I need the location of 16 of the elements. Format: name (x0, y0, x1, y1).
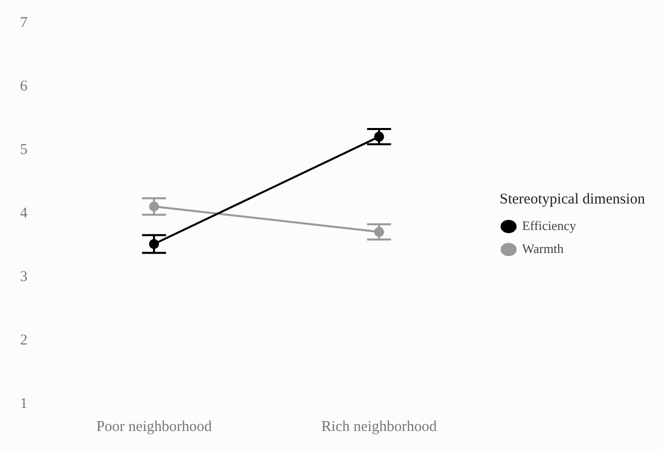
point (374, 226, 384, 237)
legend-title: Stereotypical dimension (500, 191, 646, 208)
y-tick-label: 2 (20, 332, 28, 348)
point (149, 238, 160, 249)
y-tick-label: 6 (20, 78, 28, 94)
point (149, 202, 160, 212)
y-tick-label: 1 (20, 396, 28, 412)
y-tick-label: 7 (20, 14, 28, 31)
y-tick-label: 4 (20, 205, 28, 222)
y-tick-label: 3 (20, 268, 28, 285)
point (374, 132, 384, 142)
x-tick-label: Poor neighborhood (96, 418, 212, 435)
y-tick-label: 5 (20, 142, 28, 158)
legend-label: Warmth (522, 240, 564, 256)
x-tick-label: Rich neighborhood (321, 418, 438, 435)
legend-label: Efficiency (522, 218, 577, 233)
